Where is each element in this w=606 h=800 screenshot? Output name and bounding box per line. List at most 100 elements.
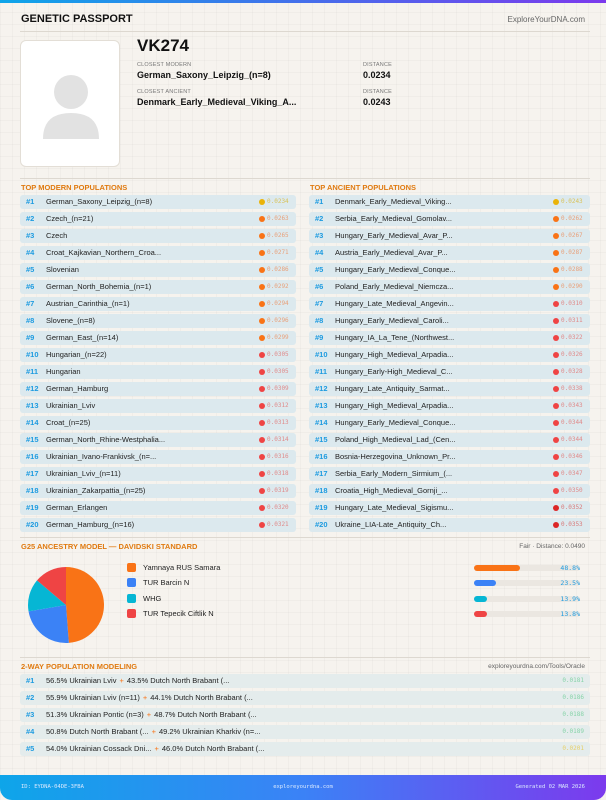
distance-indicator-dot	[553, 505, 559, 511]
population-row[interactable]: #20 Ukraine_LIA-Late_Antiquity_Ch... 0.035…	[309, 518, 590, 532]
distance-value: 0.0234	[267, 198, 289, 205]
population-name: Hungary_Early_Medieval_Conque...	[335, 418, 456, 427]
component-a: 54.0% Ukrainian Cossack Dni...	[46, 744, 152, 753]
distance-value: 0.0347	[561, 470, 583, 477]
population-row[interactable]: #4 Croat_Kajkavian_Northern_Croa... 0.0271	[20, 246, 296, 260]
population-row[interactable]: #10 Hungary_High_Medieval_Arpadia... 0.032…	[309, 348, 590, 362]
population-row[interactable]: #19 Hungary_Late_Medieval_Sigismu... 0.035…	[309, 501, 590, 515]
distance-indicator-dot	[259, 318, 265, 324]
population-name: Ukrainian_Lviv_(n=11)	[46, 469, 121, 478]
population-row[interactable]: #19 German_Erlangen 0.0320	[20, 501, 296, 515]
population-row[interactable]: #16 Ukrainian_Ivano-Frankivsk_(n=... 0.031…	[20, 450, 296, 464]
twoway-row[interactable]: #4 50.8% Dutch North Brabant (... +49.2% U…	[20, 725, 590, 739]
rank: #8	[26, 316, 35, 325]
distance-value: 0.0286	[267, 266, 289, 273]
legend-swatch	[127, 563, 136, 572]
distance-indicator-dot	[553, 267, 559, 273]
closest-ancient-label: CLOSEST ANCIENT	[137, 89, 191, 95]
distance-value: 0.0271	[267, 249, 289, 256]
population-name: Denmark_Early_Medieval_Viking...	[335, 197, 452, 206]
report-id: ID: EYDNA-04DE-3FBA	[21, 784, 84, 790]
population-name: Hungary_Early-High_Medieval_C...	[335, 367, 453, 376]
rank: #5	[26, 744, 35, 753]
population-row[interactable]: #3 Hungary_Early_Medieval_Avar_P... 0.0267	[309, 229, 590, 243]
population-row[interactable]: #20 German_Hamburg_(n=16) 0.0321	[20, 518, 296, 532]
distance-indicator-dot	[553, 250, 559, 256]
distance-indicator-dot	[553, 386, 559, 392]
population-row[interactable]: #4 Austria_Early_Medieval_Avar_P... 0.0287	[309, 246, 590, 260]
rank: #1	[315, 197, 324, 206]
population-row[interactable]: #14 Croat_(n=25) 0.0313	[20, 416, 296, 430]
population-row[interactable]: #1 Denmark_Early_Medieval_Viking... 0.0243	[309, 195, 590, 209]
divider	[20, 178, 590, 179]
distance-value: 0.0328	[561, 368, 583, 375]
ancient-section-title: TOP ANCIENT POPULATIONS	[310, 183, 416, 192]
twoway-source-link[interactable]: exploreyourdna.com/Tools/Oracle	[488, 663, 585, 670]
population-row[interactable]: #6 German_North_Bohemia_(n=1) 0.0292	[20, 280, 296, 294]
population-row[interactable]: #2 Serbia_Early_Medieval_Gomolav... 0.0262	[309, 212, 590, 226]
population-row[interactable]: #18 Ukrainian_Zakarpattia_(n=25) 0.0319	[20, 484, 296, 498]
population-row[interactable]: #7 Austrian_Carinthia_(n=1) 0.0294	[20, 297, 296, 311]
rank: #17	[26, 469, 39, 478]
twoway-row[interactable]: #3 51.3% Ukrainian Pontic (n=3) +48.7% Dut…	[20, 708, 590, 722]
distance-value: 0.0346	[561, 453, 583, 460]
rank: #7	[26, 299, 35, 308]
distance-value: 0.0299	[267, 334, 289, 341]
component-bar-fill	[474, 579, 496, 586]
rank: #15	[26, 435, 39, 444]
population-name: German_Saxony_Leipzig_(n=8)	[46, 197, 153, 206]
population-row[interactable]: #1 German_Saxony_Leipzig_(n=8) 0.0234	[20, 195, 296, 209]
population-row[interactable]: #6 Poland_Early_Medieval_Niemcza... 0.0290	[309, 280, 590, 294]
footer-site[interactable]: exploreyourdna.com	[273, 784, 333, 790]
distance-value: 0.0287	[561, 249, 583, 256]
population-row[interactable]: #11 Hungarian 0.0305	[20, 365, 296, 379]
distance-indicator-dot	[553, 301, 559, 307]
population-row[interactable]: #2 Czech_(n=21) 0.0263	[20, 212, 296, 226]
population-row[interactable]: #5 Slovenian 0.0286	[20, 263, 296, 277]
distance-value: 0.0353	[561, 521, 583, 528]
population-row[interactable]: #16 Bosnia-Herzegovina_Unknown_Pr... 0.034…	[309, 450, 590, 464]
population-name: Hungary_IA_La_Tene_(Northwest...	[335, 333, 455, 342]
distance-indicator-dot	[553, 199, 559, 205]
population-row[interactable]: #15 Poland_High_Medieval_Lad_(Cen... 0.034…	[309, 433, 590, 447]
population-row[interactable]: #9 Hungary_IA_La_Tene_(Northwest... 0.0322	[309, 331, 590, 345]
population-row[interactable]: #9 German_East_(n=14) 0.0299	[20, 331, 296, 345]
population-row[interactable]: #13 Hungary_High_Medieval_Arpadia... 0.034…	[309, 399, 590, 413]
twoway-row[interactable]: #5 54.0% Ukrainian Cossack Dni... +46.0% D…	[20, 742, 590, 756]
twoway-row[interactable]: #2 55.9% Ukrainian Lviv (n=11) +44.1% Dutc…	[20, 691, 590, 705]
distance-value: 0.0243	[561, 198, 583, 205]
rank: #19	[315, 503, 328, 512]
twoway-row[interactable]: #1 56.5% Ukrainian Lviv +43.5% Dutch North…	[20, 674, 590, 688]
closest-ancient-distance: 0.0243	[363, 97, 391, 107]
population-name: Ukrainian_Ivano-Frankivsk_(n=...	[46, 452, 157, 461]
population-row[interactable]: #11 Hungary_Early-High_Medieval_C... 0.032…	[309, 365, 590, 379]
population-row[interactable]: #7 Hungary_Late_Medieval_Angevin... 0.0310	[309, 297, 590, 311]
rank: #16	[26, 452, 39, 461]
population-row[interactable]: #8 Hungary_Early_Medieval_Caroli... 0.0311	[309, 314, 590, 328]
population-row[interactable]: #17 Ukrainian_Lviv_(n=11) 0.0318	[20, 467, 296, 481]
population-row[interactable]: #17 Serbia_Early_Modern_Sirmium_(... 0.034…	[309, 467, 590, 481]
distance-indicator-dot	[553, 216, 559, 222]
model-components: 56.5% Ukrainian Lviv +43.5% Dutch North B…	[46, 676, 229, 685]
profile-photo	[20, 40, 120, 167]
population-row[interactable]: #8 Slovene_(n=8) 0.0296	[20, 314, 296, 328]
population-name: German_North_Rhine-Westphalia...	[46, 435, 166, 444]
population-row[interactable]: #3 Czech 0.0265	[20, 229, 296, 243]
population-row[interactable]: #18 Croatia_High_Medieval_Gornji_... 0.035…	[309, 484, 590, 498]
population-row[interactable]: #12 German_Hamburg 0.0309	[20, 382, 296, 396]
distance-value: 0.0294	[267, 300, 289, 307]
population-row[interactable]: #15 German_North_Rhine-Westphalia... 0.031…	[20, 433, 296, 447]
component-b: 43.5% Dutch North Brabant (...	[126, 676, 230, 685]
rank: #16	[315, 452, 328, 461]
population-row[interactable]: #10 Hungarian_(n=22) 0.0305	[20, 348, 296, 362]
distance-indicator-dot	[259, 488, 265, 494]
population-row[interactable]: #5 Hungary_Early_Medieval_Conque... 0.0288	[309, 263, 590, 277]
distance-value: 0.0338	[561, 385, 583, 392]
component-percent: 13.8%	[560, 610, 580, 618]
distance-label: DISTANCE	[363, 62, 393, 68]
component-b: 44.1% Dutch North Brabant (...	[150, 693, 253, 702]
population-row[interactable]: #14 Hungary_Early_Medieval_Conque... 0.034…	[309, 416, 590, 430]
population-row[interactable]: #12 Hungary_Late_Antiquity_Sarmat... 0.033…	[309, 382, 590, 396]
site-link[interactable]: ExploreYourDNA.com	[507, 15, 585, 24]
population-row[interactable]: #13 Ukrainian_Lviv 0.0312	[20, 399, 296, 413]
